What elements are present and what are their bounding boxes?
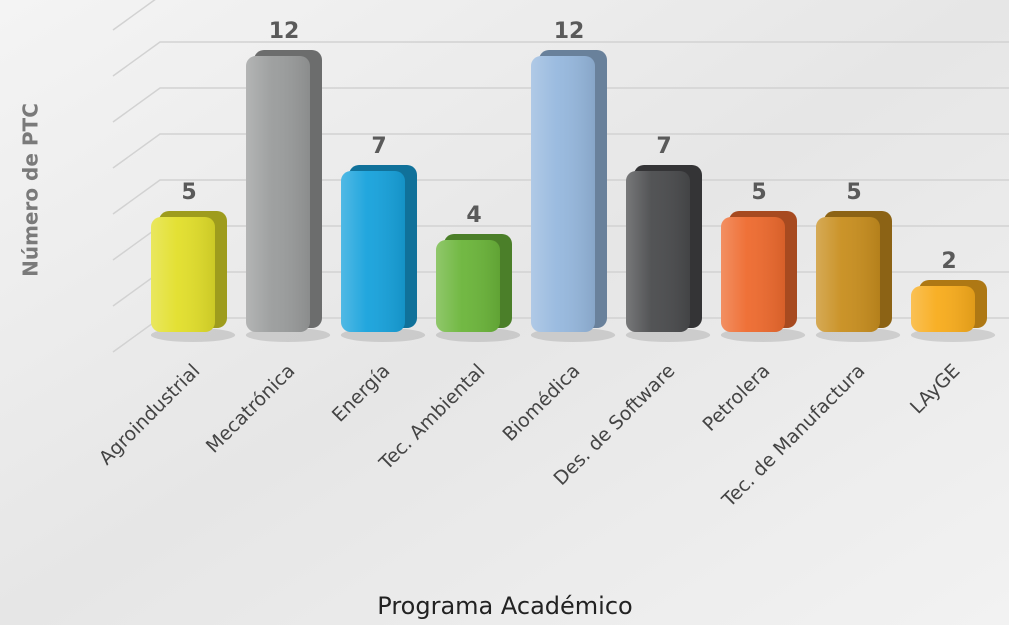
bar-highlight	[436, 240, 500, 332]
grid-line	[112, 87, 1009, 123]
value-label: 5	[751, 180, 766, 205]
value-label: 12	[554, 19, 585, 44]
value-label: 7	[371, 134, 386, 159]
grid-line	[112, 179, 1009, 215]
bar-highlight	[531, 56, 595, 332]
grid-line	[112, 0, 156, 31]
grid-line	[112, 133, 1009, 169]
bar-highlight	[341, 171, 405, 332]
value-label: 12	[269, 19, 300, 44]
value-label: 7	[656, 134, 671, 159]
value-label: 2	[941, 249, 956, 274]
bar-highlight	[816, 217, 880, 332]
bar-highlight	[626, 171, 690, 332]
x-axis-label: Programa Académico	[377, 592, 632, 620]
y-axis-label: Número de PTC	[19, 103, 43, 277]
bar-highlight	[721, 217, 785, 332]
value-label: 4	[466, 203, 481, 228]
value-label: 5	[846, 180, 861, 205]
bar-highlight	[246, 56, 310, 332]
bar-highlight	[151, 217, 215, 332]
grid-line	[112, 41, 1009, 77]
bar-highlight	[911, 286, 975, 332]
value-label: 5	[181, 180, 196, 205]
